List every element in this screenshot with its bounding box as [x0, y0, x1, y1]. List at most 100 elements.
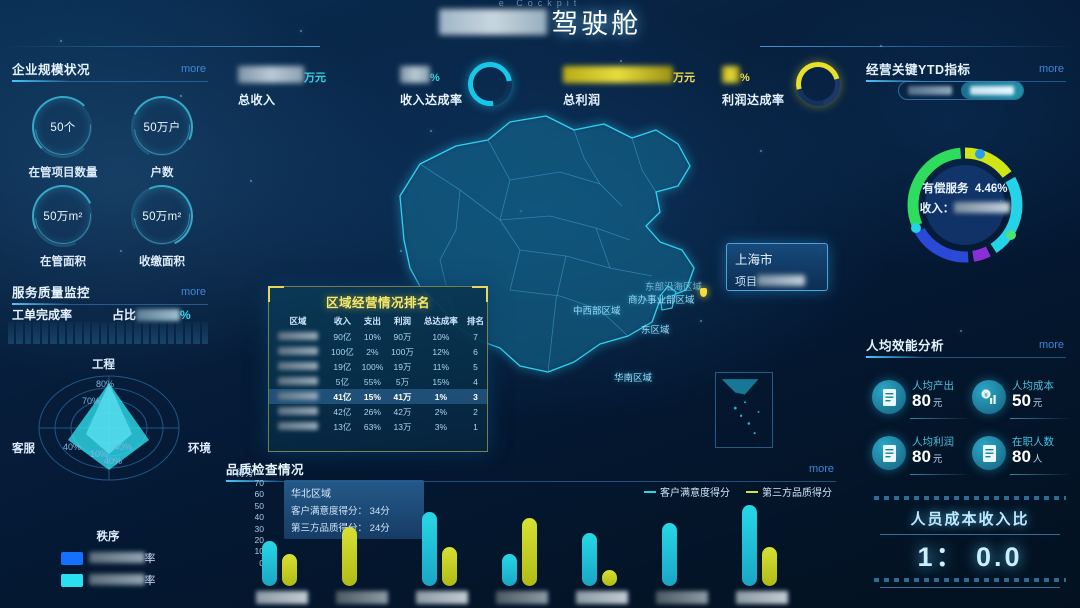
- cell-profit: 5万: [395, 376, 410, 387]
- kpi-total-revenue: 万元 总收入: [238, 64, 326, 108]
- cell-expense: 26%: [363, 406, 381, 417]
- ytd-tab-2[interactable]: [961, 82, 1023, 99]
- more-link[interactable]: more: [808, 463, 834, 475]
- tab-label-redacted: [970, 86, 1014, 95]
- bar-satisfaction[interactable]: [582, 533, 597, 586]
- kpi-label: 收入达成率: [400, 93, 463, 107]
- col-rank: 排名: [466, 316, 484, 326]
- panel-header: 经营关键YTD指标 more: [866, 60, 1066, 82]
- table-row[interactable]: 13亿 63% 13万 3% 1: [269, 419, 487, 434]
- cell-profit: 19万: [393, 361, 412, 372]
- more-link[interactable]: more: [180, 63, 206, 75]
- panel-header: 人均效能分析 more: [866, 336, 1066, 358]
- card-label: 在职人数: [1012, 436, 1054, 448]
- region-redacted: [278, 391, 318, 400]
- bar-thirdparty[interactable]: [522, 517, 537, 586]
- card-underline: [1010, 474, 1072, 475]
- kpi-value-redacted: [400, 66, 430, 83]
- panel-title: 服务质量监控: [12, 286, 91, 300]
- more-link[interactable]: more: [1038, 63, 1064, 75]
- arc-ring: [32, 96, 94, 158]
- chart-tooltip: 华北区域 客户满意度得分： 34分 第三方品质得分： 24分: [284, 480, 424, 539]
- bar-satisfaction[interactable]: [262, 541, 277, 586]
- col-region: 区域: [289, 316, 307, 326]
- y-axis-label: 得分: [236, 468, 255, 478]
- donut-secondary: 收入：: [900, 200, 1030, 216]
- metric-value: 50个: [50, 122, 76, 134]
- bar-satisfaction[interactable]: [502, 554, 517, 586]
- map-marker[interactable]: [700, 288, 707, 297]
- cell-rank: 6: [473, 346, 478, 357]
- radar-tick: 40%: [63, 442, 82, 452]
- more-link[interactable]: more: [180, 286, 206, 298]
- table-row[interactable]: 5亿 55% 5万 15% 4: [269, 374, 487, 389]
- metric-value: 50万m²: [43, 211, 83, 223]
- bar-satisfaction[interactable]: [662, 522, 677, 586]
- bar-thirdparty[interactable]: [442, 546, 457, 586]
- document-icon: [972, 436, 1006, 470]
- table-row[interactable]: 90亿 10% 90万 10% 7: [269, 329, 487, 344]
- table-row[interactable]: 41亿 15% 41万 1% 3: [269, 389, 487, 404]
- service-legend: 秩序 率 率: [0, 528, 216, 588]
- ratio-value: 1： 0.0: [917, 542, 1023, 572]
- more-link[interactable]: more: [1038, 339, 1064, 351]
- kpi-profit-rate: % 利润达成率: [722, 64, 785, 108]
- cell-rate: 1%: [417, 389, 464, 404]
- metric-label: 在管项目数量: [28, 167, 98, 179]
- y-tick: 30: [254, 523, 264, 534]
- bar-satisfaction[interactable]: [422, 512, 437, 586]
- table-row[interactable]: 19亿 100% 19万 11% 5: [269, 359, 487, 374]
- y-tick: 10: [254, 546, 264, 557]
- cost-income-ratio-panel: 人员成本收入比 1： 0.0: [866, 494, 1074, 590]
- legend-item-thirdparty: 第三方品质得分: [746, 484, 832, 499]
- bar-group: [662, 522, 677, 586]
- card-value: 80 人: [1012, 447, 1043, 466]
- ranking-table: 区域 收入 支出 利润 总达成率 排名 90亿 10% 90万 10% 7 100亿 2% 1…: [269, 313, 487, 434]
- title-wrap: 驾驶舱: [0, 2, 1080, 41]
- svg-text:¥: ¥: [984, 392, 988, 399]
- bar-thirdparty[interactable]: [602, 570, 617, 586]
- x-category-redacted: [656, 591, 708, 604]
- card-label: 人均利润: [912, 436, 954, 448]
- document-icon: [872, 380, 906, 414]
- region-redacted: [278, 421, 318, 430]
- per-capita-card-cost: ¥ 人均成本 50 元: [972, 378, 1072, 422]
- panel-title: 经营关键YTD指标: [866, 63, 971, 77]
- bar-thirdparty[interactable]: [282, 554, 297, 586]
- ratio-divider: [880, 534, 1060, 535]
- table-row[interactable]: 42亿 26% 42万 2% 2: [269, 404, 487, 419]
- radar-tick: 40%: [104, 456, 123, 466]
- panel-title: 人均效能分析: [866, 339, 945, 353]
- legend-label-redacted: [88, 574, 145, 585]
- x-category-redacted: [576, 591, 628, 604]
- ytd-tab-1[interactable]: [899, 82, 961, 99]
- tooltip-city: 上海市: [735, 253, 773, 267]
- cell-revenue: 19亿: [333, 361, 352, 372]
- cell-expense: 63%: [363, 421, 381, 432]
- bar-thirdparty[interactable]: [762, 546, 777, 586]
- cell-region: [269, 419, 327, 434]
- document-icon: [872, 436, 906, 470]
- cell-revenue: 90亿: [333, 331, 352, 342]
- map-region-label-central-west: 中西部区域: [573, 306, 621, 317]
- table-row[interactable]: 100亿 2% 100万 12% 6: [269, 344, 487, 359]
- legend-item-satisfaction: 客户满意度得分: [644, 484, 730, 499]
- metric-label: 收缴面积: [139, 256, 185, 268]
- metric-value: 50万m²: [142, 211, 182, 223]
- kpi-label: 总利润: [563, 93, 601, 107]
- x-category-redacted: [496, 591, 548, 604]
- cell-rank: 7: [473, 331, 478, 342]
- ytd-tab-group[interactable]: [898, 81, 1024, 100]
- per-capita-panel: 人均效能分析 more: [866, 336, 1066, 358]
- y-tick: 20: [254, 534, 264, 545]
- cell-rank: 3: [463, 389, 487, 404]
- bar-thirdparty[interactable]: [342, 526, 357, 586]
- bar-satisfaction[interactable]: [742, 504, 757, 586]
- panel-header: 品质检查情况 more: [226, 460, 836, 482]
- card-value: 50 元: [1012, 391, 1043, 410]
- page-subtitle: e Cockpit: [498, 0, 582, 8]
- donut-secondary-redacted: [954, 202, 1011, 213]
- work-order-sparkbars: [8, 322, 209, 344]
- cell-region: [269, 359, 327, 374]
- kpi-unit: %: [740, 72, 750, 84]
